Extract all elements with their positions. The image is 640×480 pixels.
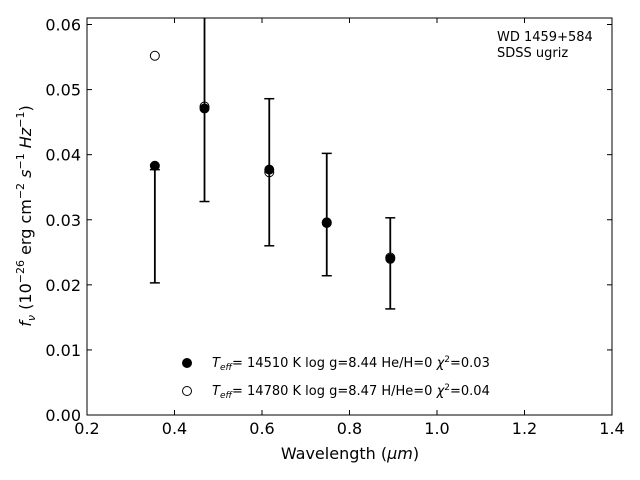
y-tick-label: 0.01 bbox=[45, 341, 81, 360]
y-tick-label: 0.02 bbox=[45, 276, 81, 295]
errorbar-group bbox=[149, 18, 396, 310]
annotation-line-2: SDSS ugriz bbox=[497, 46, 568, 61]
y-tick-label: 0.06 bbox=[45, 16, 81, 35]
x-tick-label: 0.2 bbox=[74, 419, 99, 438]
y-tick-label: 0.05 bbox=[45, 81, 81, 100]
legend-marker-filled bbox=[182, 358, 192, 368]
x-tick-label: 1.0 bbox=[424, 419, 449, 438]
data-point-open bbox=[199, 101, 210, 112]
marker-group bbox=[149, 50, 396, 264]
data-point-open bbox=[264, 167, 275, 178]
data-point-filled bbox=[199, 103, 210, 114]
y-tick-label: 0.00 bbox=[45, 406, 81, 425]
x-tick-label: 1.4 bbox=[599, 419, 624, 438]
data-point-open bbox=[321, 218, 332, 229]
data-point-filled bbox=[264, 164, 275, 175]
data-point-filled bbox=[149, 160, 160, 171]
x-tick-label: 0.4 bbox=[162, 419, 187, 438]
y-tick-label: 0.03 bbox=[45, 211, 81, 230]
legend-marker-open bbox=[182, 386, 192, 396]
annotation-line-1: WD 1459+584 bbox=[497, 30, 593, 45]
x-axis-label: Wavelength (μm) bbox=[281, 444, 419, 463]
data-point-open bbox=[385, 252, 396, 263]
data-point-open bbox=[149, 50, 160, 61]
x-tick-label: 1.2 bbox=[512, 419, 537, 438]
y-tick-label: 0.04 bbox=[45, 146, 81, 165]
legend-label-open: Teff= 14780 K log g=8.47 H/He=0 χ2=0.04 bbox=[212, 383, 490, 401]
y-axis-label: fν (10−26 erg cm−2 s−1 Hz−1) bbox=[14, 105, 38, 326]
x-tick-label: 0.8 bbox=[337, 419, 362, 438]
tick-group: 0.2 0.4 0.6 0.8 1.0 1.2 1.4 0.00 0.01 0.02 0.03 0.0… bbox=[45, 16, 624, 438]
legend-label-filled: Teff= 14510 K log g=8.44 He/H=0 χ2=0.03 bbox=[212, 355, 490, 373]
x-tick-label: 0.6 bbox=[249, 419, 274, 438]
